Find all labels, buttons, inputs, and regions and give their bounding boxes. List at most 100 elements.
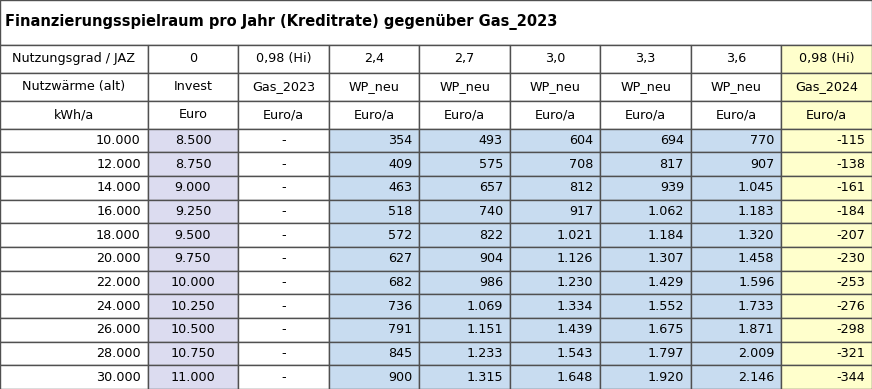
Text: 1.315: 1.315 [467, 371, 503, 384]
Text: -344: -344 [836, 371, 865, 384]
Text: 1.596: 1.596 [738, 276, 774, 289]
Bar [601, 318, 691, 342]
Bar [238, 342, 329, 365]
Bar [0, 176, 147, 200]
Text: 3,0: 3,0 [545, 52, 565, 65]
Text: 518: 518 [388, 205, 412, 218]
Bar [238, 176, 329, 200]
Text: 2.146: 2.146 [739, 371, 774, 384]
Bar [601, 200, 691, 223]
Bar [0, 318, 147, 342]
Bar [147, 247, 238, 271]
Bar [238, 129, 329, 152]
Bar [781, 73, 872, 101]
Bar [147, 129, 238, 152]
Bar [510, 223, 601, 247]
Bar [238, 365, 329, 389]
Text: 1.045: 1.045 [738, 181, 774, 194]
Bar [238, 223, 329, 247]
Bar [419, 294, 510, 318]
Bar [691, 200, 781, 223]
Bar [510, 73, 601, 101]
Bar [147, 45, 238, 73]
Bar [510, 129, 601, 152]
Bar [691, 101, 781, 129]
Bar [0, 101, 147, 129]
Bar [691, 271, 781, 294]
Bar [329, 318, 419, 342]
Text: 30.000: 30.000 [96, 371, 140, 384]
Bar [781, 176, 872, 200]
Text: 1.183: 1.183 [738, 205, 774, 218]
Text: 1.675: 1.675 [647, 323, 684, 336]
Bar [419, 223, 510, 247]
Bar [147, 73, 238, 101]
Bar [419, 45, 510, 73]
Text: 409: 409 [388, 158, 412, 171]
Bar [329, 342, 419, 365]
Bar [329, 223, 419, 247]
Bar [329, 200, 419, 223]
Text: 463: 463 [388, 181, 412, 194]
Text: 9.000: 9.000 [174, 181, 211, 194]
Text: 0,98 (Hi): 0,98 (Hi) [255, 52, 311, 65]
Bar [691, 129, 781, 152]
Text: 1.797: 1.797 [647, 347, 684, 360]
Text: 2.009: 2.009 [738, 347, 774, 360]
Text: 16.000: 16.000 [96, 205, 140, 218]
Bar [147, 271, 238, 294]
Bar [781, 271, 872, 294]
Bar [601, 45, 691, 73]
Text: Invest: Invest [174, 80, 213, 93]
Bar [691, 45, 781, 73]
Bar [0, 152, 147, 176]
Text: 11.000: 11.000 [171, 371, 215, 384]
Text: Nutzwärme (alt): Nutzwärme (alt) [23, 80, 126, 93]
Bar [147, 200, 238, 223]
Text: -253: -253 [836, 276, 865, 289]
Text: -: - [281, 371, 286, 384]
Text: -: - [281, 300, 286, 313]
Bar [0, 73, 147, 101]
Bar [510, 101, 601, 129]
Text: 736: 736 [388, 300, 412, 313]
Bar [329, 247, 419, 271]
Text: Euro/a: Euro/a [716, 108, 757, 121]
Bar [329, 271, 419, 294]
Text: Euro/a: Euro/a [444, 108, 485, 121]
Bar [781, 318, 872, 342]
Bar [510, 271, 601, 294]
Text: Nutzungsgrad / JAZ: Nutzungsgrad / JAZ [12, 52, 135, 65]
Text: -138: -138 [836, 158, 865, 171]
Bar [0, 271, 147, 294]
Bar [0, 129, 147, 152]
Bar [419, 176, 510, 200]
Text: 9.250: 9.250 [174, 205, 211, 218]
Text: Finanzierungsspielraum pro Jahr (Kreditrate) gegenüber Gas_2023: Finanzierungsspielraum pro Jahr (Kreditr… [5, 14, 557, 30]
Bar [419, 73, 510, 101]
Text: 2,4: 2,4 [364, 52, 385, 65]
Bar [0, 223, 147, 247]
Bar [601, 73, 691, 101]
Text: 10.500: 10.500 [171, 323, 215, 336]
Bar [510, 365, 601, 389]
Text: 817: 817 [659, 158, 684, 171]
Bar [0, 342, 147, 365]
Bar [781, 129, 872, 152]
Bar [329, 152, 419, 176]
Bar [510, 247, 601, 271]
Text: 9.500: 9.500 [174, 229, 211, 242]
Text: WP_neu: WP_neu [349, 80, 399, 93]
Text: kWh/a: kWh/a [54, 108, 94, 121]
Bar [781, 152, 872, 176]
Text: 1.062: 1.062 [648, 205, 684, 218]
Text: WP_neu: WP_neu [439, 80, 490, 93]
Bar [601, 365, 691, 389]
Text: 1.733: 1.733 [738, 300, 774, 313]
Text: 1.334: 1.334 [557, 300, 594, 313]
Bar [781, 342, 872, 365]
Bar [238, 294, 329, 318]
Text: 900: 900 [388, 371, 412, 384]
Text: -: - [281, 276, 286, 289]
Text: 1.230: 1.230 [557, 276, 594, 289]
